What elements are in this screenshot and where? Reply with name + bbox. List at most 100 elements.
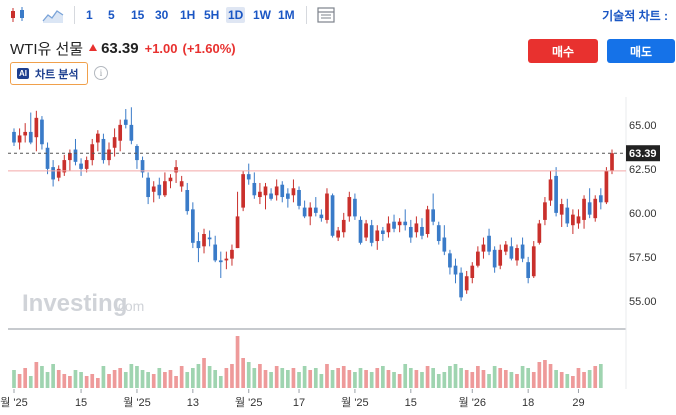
- candle: [168, 174, 173, 189]
- candle: [610, 149, 614, 175]
- volume-bar: [84, 376, 89, 388]
- candle: [146, 172, 150, 205]
- volume-bar: [414, 370, 419, 388]
- candle: [476, 246, 480, 268]
- volume-bar: [576, 368, 581, 388]
- volume-layer: [12, 336, 603, 388]
- volume-bar: [403, 364, 408, 388]
- timeframe-1min[interactable]: 1: [86, 8, 93, 22]
- volume-bar: [571, 376, 575, 388]
- candle: [341, 212, 346, 238]
- candle: [325, 188, 329, 224]
- candle: [470, 262, 475, 284]
- volume-bar: [12, 370, 16, 388]
- toolbar-divider: [306, 6, 307, 24]
- candle: [565, 198, 570, 227]
- volume-bar: [291, 368, 296, 388]
- volume-bar: [464, 370, 469, 388]
- volume-bar: [587, 370, 592, 388]
- volume-bar: [258, 364, 262, 388]
- volume-bar: [17, 374, 22, 388]
- price-chart[interactable]: Investing .com 65.00 62.50 60.00 57.50 55.00…: [0, 97, 676, 415]
- candle: [45, 142, 50, 175]
- area-chart-icon[interactable]: [42, 6, 64, 24]
- candle: [252, 172, 257, 199]
- volume-bar: [543, 360, 547, 388]
- volume-bar: [397, 374, 402, 388]
- candle: [498, 244, 503, 270]
- volume-bar: [313, 368, 318, 388]
- candle: [274, 179, 279, 201]
- candle: [386, 216, 391, 238]
- timeframe-5min[interactable]: 5: [108, 8, 115, 22]
- candle: [218, 251, 223, 278]
- volume-bar: [442, 372, 447, 388]
- volume-bar: [168, 370, 173, 388]
- candlestick-chart-icon[interactable]: [8, 6, 28, 24]
- candle: [190, 202, 195, 249]
- timeframe-1m[interactable]: 1M: [278, 8, 295, 22]
- timeframe-5h[interactable]: 5H: [204, 8, 220, 22]
- volume-bar: [73, 370, 78, 388]
- candle: [112, 128, 117, 157]
- candle: [302, 200, 307, 219]
- chart-toolbar: 1 5 15 30 1H 5H 1D 1W 1M 기술적 차트 :: [0, 0, 676, 30]
- volume-bar: [487, 374, 491, 388]
- volume-bar: [448, 366, 452, 388]
- candle: [453, 258, 458, 284]
- volume-bar: [185, 372, 190, 388]
- volume-bar: [62, 374, 67, 388]
- candle: [364, 219, 368, 242]
- timeframe-30min[interactable]: 30: [155, 8, 169, 22]
- candle: [17, 128, 22, 150]
- buy-button[interactable]: 매수: [528, 39, 598, 63]
- ai-badge: AI: [17, 68, 29, 79]
- volume-bar: [470, 372, 475, 388]
- candle: [598, 188, 603, 210]
- ai-chart-analysis-button[interactable]: AI 차트 분석: [10, 62, 88, 85]
- timeframe-15min[interactable]: 15: [131, 8, 145, 22]
- volume-bar: [101, 366, 106, 388]
- volume-bar: [408, 368, 413, 388]
- instrument-header: WTI유 선물 63.39 +1.00 (+1.60%): [10, 38, 236, 58]
- candle: [95, 130, 100, 152]
- calendar-icon[interactable]: [316, 6, 336, 24]
- candle: [140, 156, 145, 178]
- candle: [157, 177, 162, 199]
- timeframe-1h[interactable]: 1H: [180, 8, 196, 22]
- volume-bar: [364, 370, 368, 388]
- candle: [246, 163, 251, 185]
- volume-bar: [503, 370, 508, 388]
- sell-button[interactable]: 매도: [607, 39, 675, 63]
- volume-bar: [526, 368, 531, 388]
- candle: [73, 138, 78, 166]
- candle: [548, 170, 553, 206]
- candle: [587, 188, 592, 219]
- candle: [576, 209, 581, 229]
- candle: [381, 226, 385, 242]
- info-icon[interactable]: i: [94, 66, 108, 80]
- last-price-tag: 63.39: [626, 145, 660, 162]
- volume-bar: [369, 372, 374, 388]
- timeframe-1w[interactable]: 1W: [253, 8, 271, 22]
- volume-bar: [190, 368, 195, 388]
- timeframe-1d[interactable]: 1D: [226, 7, 246, 23]
- volume-bar: [492, 366, 497, 388]
- candle: [213, 235, 218, 263]
- volume-bar: [509, 372, 514, 388]
- volume-bar: [196, 364, 201, 388]
- candle: [90, 138, 95, 166]
- volume-bar: [68, 376, 72, 388]
- volume-bar: [146, 372, 150, 388]
- candle: [241, 170, 245, 212]
- volume-bar: [358, 368, 363, 388]
- technical-chart-link[interactable]: 기술적 차트 :: [602, 9, 668, 23]
- volume-bar: [381, 366, 385, 388]
- volume-bar: [79, 372, 83, 388]
- candle: [258, 182, 262, 205]
- candle: [347, 191, 352, 222]
- y-tick-label: 65.00: [629, 120, 657, 132]
- volume-bar: [274, 366, 279, 388]
- candle: [28, 112, 33, 145]
- volume-bar: [531, 372, 536, 388]
